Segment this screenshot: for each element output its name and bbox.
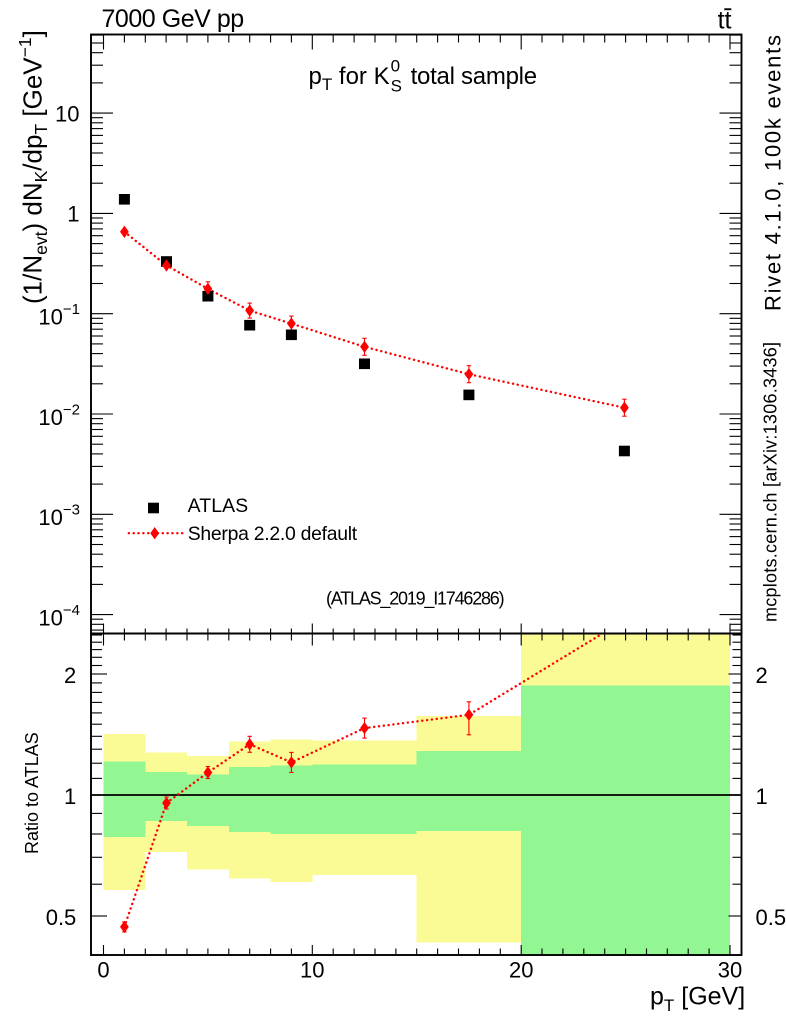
svg-text:1: 1 [64,784,76,809]
svg-text:30: 30 [718,957,742,982]
svg-text:Ratio to ATLAS: Ratio to ATLAS [22,732,42,854]
svg-text:1: 1 [67,202,79,227]
svg-text:10: 10 [300,957,324,982]
svg-text:2: 2 [756,663,768,688]
svg-text:7000 GeV pp: 7000 GeV pp [102,5,245,33]
svg-text:2: 2 [64,663,76,688]
svg-text:mcplots.cern.ch [arXiv:1306.34: mcplots.cern.ch [arXiv:1306.3436] [761,342,781,622]
svg-text:10: 10 [55,101,79,126]
svg-text:0.5: 0.5 [46,905,77,930]
svg-text:1: 1 [756,784,768,809]
svg-text:10−4: 10−4 [38,602,80,631]
svg-text:0: 0 [97,957,109,982]
svg-text:20: 20 [509,957,533,982]
svg-text:tt: tt [718,7,732,35]
svg-text:Sherpa 2.2.0 default: Sherpa 2.2.0 default [188,523,358,545]
svg-text:Rivet 4.1.0, 100k events: Rivet 4.1.0, 100k events [761,35,786,311]
svg-text:(ATLAS_2019_I1746286): (ATLAS_2019_I1746286) [326,589,505,610]
svg-text:0.5: 0.5 [756,905,786,930]
svg-text:ATLAS: ATLAS [188,495,249,517]
svg-text:10−3: 10−3 [38,502,80,531]
svg-text:(1/Nevt) dNK/dpT [GeV−1]: (1/Nevt) dNK/dpT [GeV−1] [15,30,51,304]
